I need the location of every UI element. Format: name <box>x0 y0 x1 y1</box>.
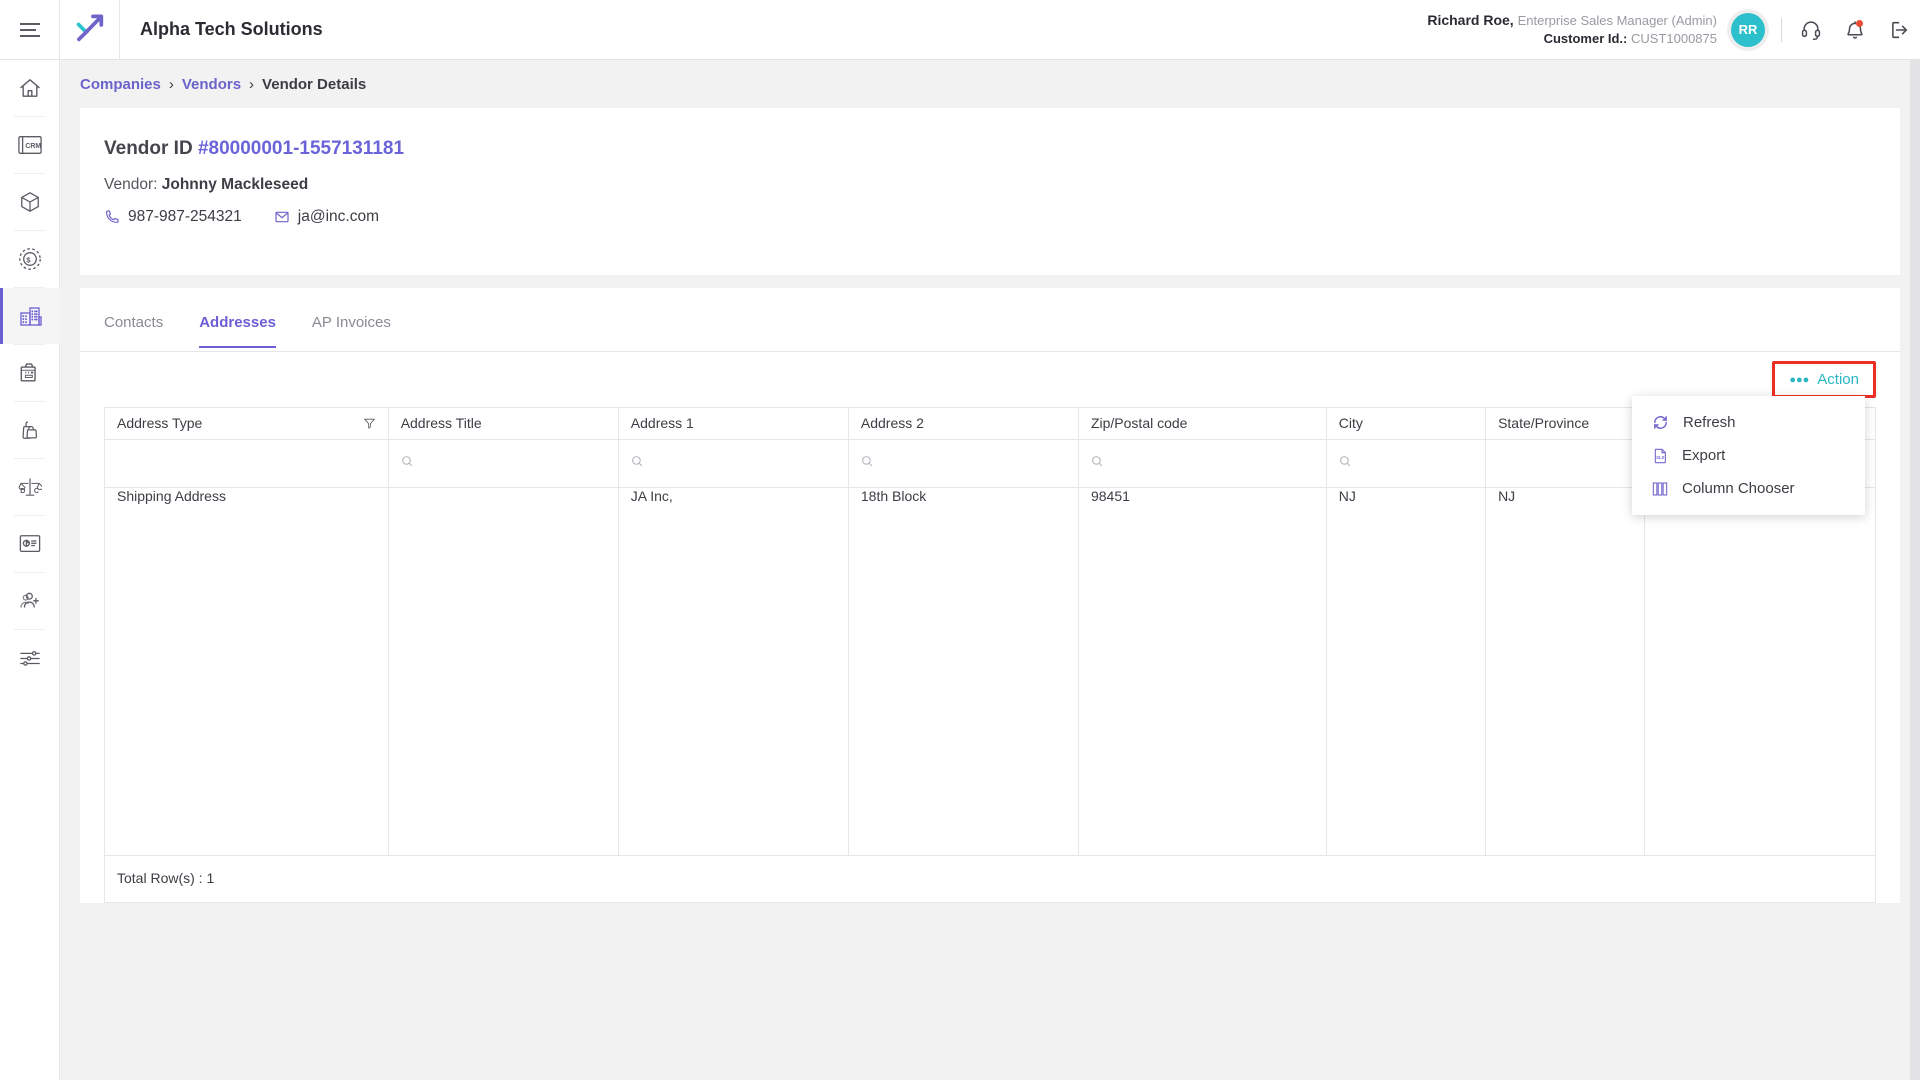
svg-text:D: D <box>20 487 25 495</box>
svg-text:CRM: CRM <box>25 143 41 150</box>
svg-text:XLS: XLS <box>1656 455 1664 460</box>
svg-text:C: C <box>34 487 39 495</box>
svg-text:$: $ <box>26 255 30 264</box>
